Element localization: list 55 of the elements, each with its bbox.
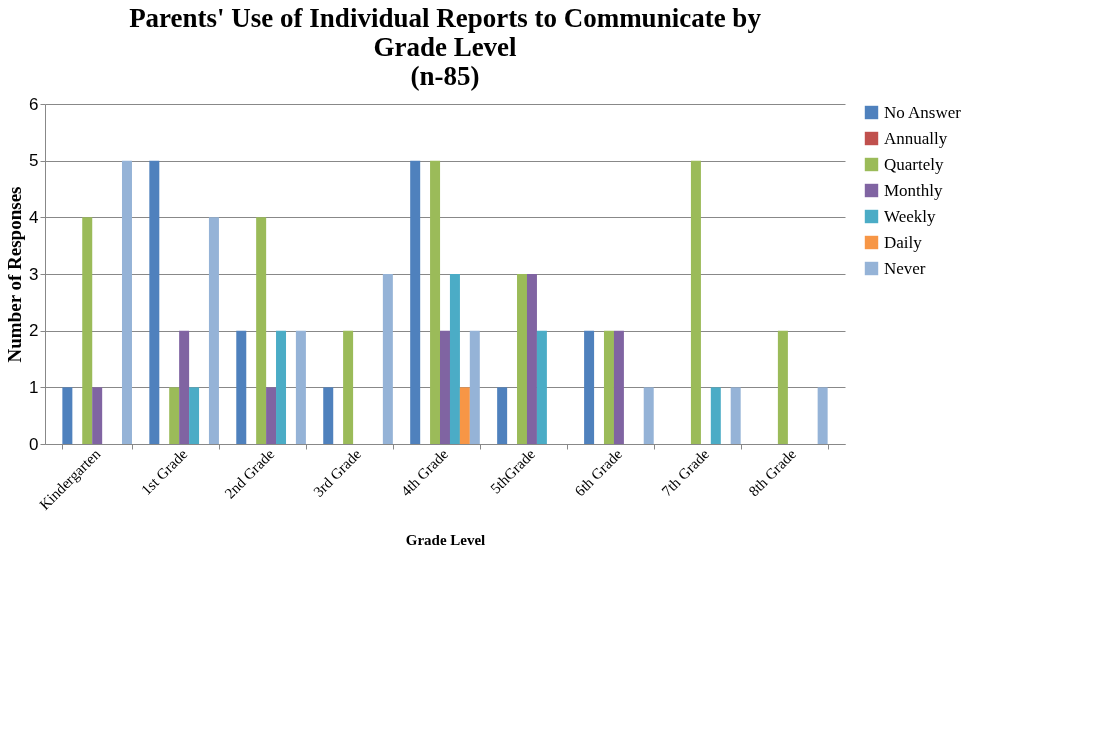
bar xyxy=(179,330,190,444)
legend-label: Monthly xyxy=(884,180,944,200)
y-tick-label: 2 xyxy=(29,321,39,341)
bar xyxy=(613,330,624,444)
bar xyxy=(777,330,788,444)
bar xyxy=(710,387,721,444)
bar xyxy=(208,217,219,444)
y-tick-label: 0 xyxy=(29,434,39,454)
bar xyxy=(343,330,354,444)
bar xyxy=(817,387,828,444)
y-tick-label: 1 xyxy=(29,377,39,397)
bar xyxy=(256,217,267,444)
y-tick-label: 3 xyxy=(29,264,39,284)
bar xyxy=(82,217,93,444)
bar xyxy=(169,387,180,444)
bar xyxy=(690,160,701,444)
bar xyxy=(430,160,441,444)
legend-label: Daily xyxy=(884,232,923,252)
bar xyxy=(730,387,741,444)
bar xyxy=(276,330,287,444)
bar xyxy=(469,330,480,444)
legend-label: Never xyxy=(884,258,926,278)
bar xyxy=(536,330,547,444)
bar xyxy=(584,330,595,444)
bar xyxy=(603,330,614,444)
bar xyxy=(449,274,460,444)
bar xyxy=(236,330,247,444)
legend-label: No Answer xyxy=(884,102,962,122)
bar xyxy=(410,160,421,444)
bar xyxy=(295,330,306,444)
bar xyxy=(323,387,334,444)
bar xyxy=(517,274,528,444)
text: Grade Level xyxy=(373,32,517,62)
y-tick-label: 5 xyxy=(29,151,39,171)
bar xyxy=(526,274,537,444)
bar xyxy=(92,387,103,444)
bar xyxy=(440,330,450,444)
bar xyxy=(189,387,200,444)
bar xyxy=(497,387,508,444)
legend-label: Annually xyxy=(884,128,948,148)
bar xyxy=(149,160,160,444)
text: Parents' Use of Individual Reports to Communicate by xyxy=(129,3,761,33)
bar xyxy=(382,274,393,444)
y-axis-title: Number of Responses xyxy=(4,186,26,363)
bar xyxy=(62,387,73,444)
y-tick-label: 4 xyxy=(29,207,39,227)
bar xyxy=(121,160,132,444)
bar xyxy=(459,387,470,444)
x-axis-title: Grade Level xyxy=(405,531,486,548)
legend-label: Quartely xyxy=(884,154,944,174)
legend-label: Weekly xyxy=(884,206,936,226)
y-tick-label: 6 xyxy=(29,94,39,114)
text: (n-85) xyxy=(410,61,480,91)
bar xyxy=(643,387,654,444)
bar xyxy=(266,387,277,444)
